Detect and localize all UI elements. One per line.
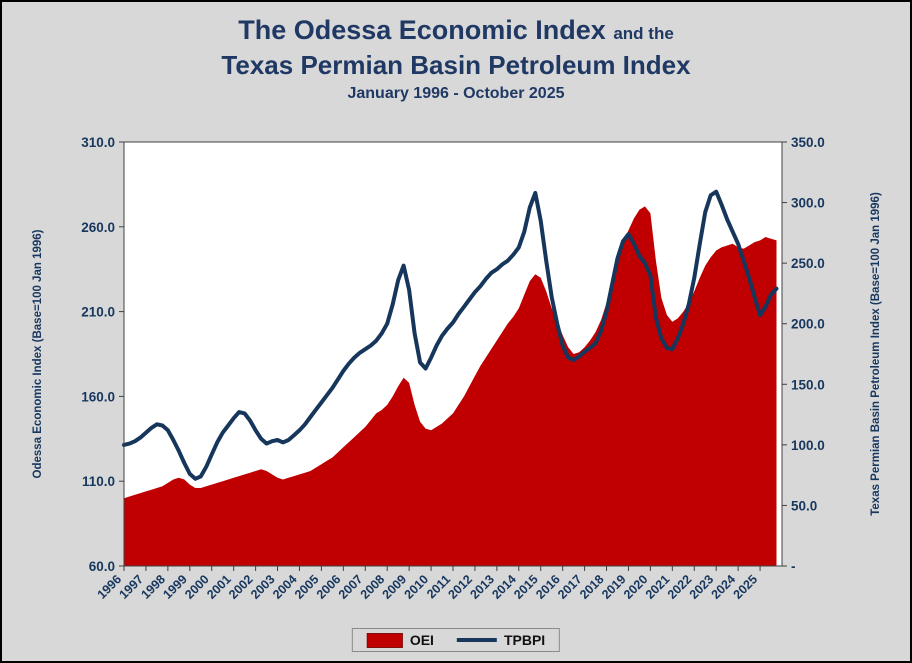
x-axis-tick-label: 2023: [687, 572, 717, 602]
x-axis-tick-label: 2010: [402, 572, 432, 602]
x-axis-tick-label: 2002: [226, 572, 256, 602]
left-axis-tick-label: 260.0: [81, 220, 115, 235]
right-axis-tick-label: 50.0: [791, 498, 817, 513]
x-axis-tick-label: 2016: [533, 572, 563, 602]
x-axis-tick-label: 2005: [292, 572, 322, 602]
right-axis-tick-label: 150.0: [791, 377, 825, 392]
x-axis-tick-label: 2012: [445, 572, 475, 602]
x-axis-tick-label: 2011: [424, 572, 453, 601]
x-axis-tick-label: 2004: [270, 572, 300, 602]
x-axis-tick-label: 2007: [336, 572, 366, 602]
right-axis-tick-label: -: [791, 559, 796, 574]
chart-title-suffix: and the: [613, 24, 674, 43]
x-axis-tick-label: 2018: [577, 572, 607, 602]
x-axis-tick-label: 2015: [511, 572, 541, 602]
x-axis-tick-label: 2009: [380, 572, 410, 602]
x-axis-tick-label: 1996: [95, 572, 125, 602]
x-axis-tick-label: 2019: [599, 572, 629, 602]
x-axis-tick-label: 1998: [138, 572, 168, 602]
chart-title-block: The Odessa Economic Index and the Texas …: [2, 14, 910, 104]
x-axis-tick-label: 2025: [731, 572, 761, 602]
x-axis-tick-label: 2008: [358, 572, 388, 602]
x-axis-tick-label: 2020: [621, 572, 651, 602]
left-axis-title: Odessa Economic Index (Base=100 Jan 1996…: [32, 229, 44, 479]
oei-area-series: [124, 206, 777, 566]
x-axis-tick-label: 2003: [248, 572, 278, 602]
x-axis-tick-label: 2001: [204, 572, 234, 602]
x-axis-tick-label: 2024: [709, 572, 739, 602]
left-axis-tick-label: 310.0: [81, 135, 115, 150]
left-axis-tick-label: 210.0: [81, 305, 115, 320]
tpbpi-line-series: [122, 189, 779, 481]
chart-title-main: The Odessa Economic Index: [238, 15, 606, 45]
chart-title-line2: Texas Permian Basin Petroleum Index: [221, 49, 691, 80]
chart-title-line1: The Odessa Economic Index and the: [2, 14, 910, 48]
right-axis-tick-label: 100.0: [791, 438, 825, 453]
legend-oei-swatch: [366, 632, 403, 648]
left-axis-tick-label: 60.0: [89, 559, 115, 574]
x-axis-tick-label: 1997: [116, 572, 146, 602]
right-axis-tick-label: 200.0: [791, 317, 825, 332]
right-axis-tick-label: 300.0: [791, 196, 825, 211]
x-axis-tick-label: 2022: [665, 572, 695, 602]
left-axis-tick-label: 110.0: [82, 474, 115, 489]
right-axis-tick-label: 250.0: [791, 256, 825, 271]
legend-tpbpi-swatch: [456, 638, 497, 642]
x-axis-tick-label: 2013: [467, 572, 497, 602]
legend-tpbpi-label: TPBPI: [503, 632, 546, 648]
chart-subtitle: January 1996 - October 2025: [347, 85, 565, 103]
legend: OEI TPBPI: [351, 628, 561, 652]
legend-oei-label: OEI: [409, 632, 434, 648]
left-axis-tick-label: 160.0: [81, 389, 115, 404]
x-axis-tick-label: 2000: [182, 572, 212, 602]
right-axis-tick-label: 350.0: [791, 135, 825, 150]
x-axis-tick-label: 1999: [160, 572, 190, 602]
x-axis-tick-label: 2021: [643, 572, 673, 602]
x-axis-tick-label: 2014: [489, 572, 519, 602]
right-axis-title: Texas Permian Basin Petroleum Index (Bas…: [870, 192, 882, 516]
x-axis-tick-label: 2006: [314, 572, 344, 602]
x-axis-tick-label: 2017: [555, 572, 585, 602]
